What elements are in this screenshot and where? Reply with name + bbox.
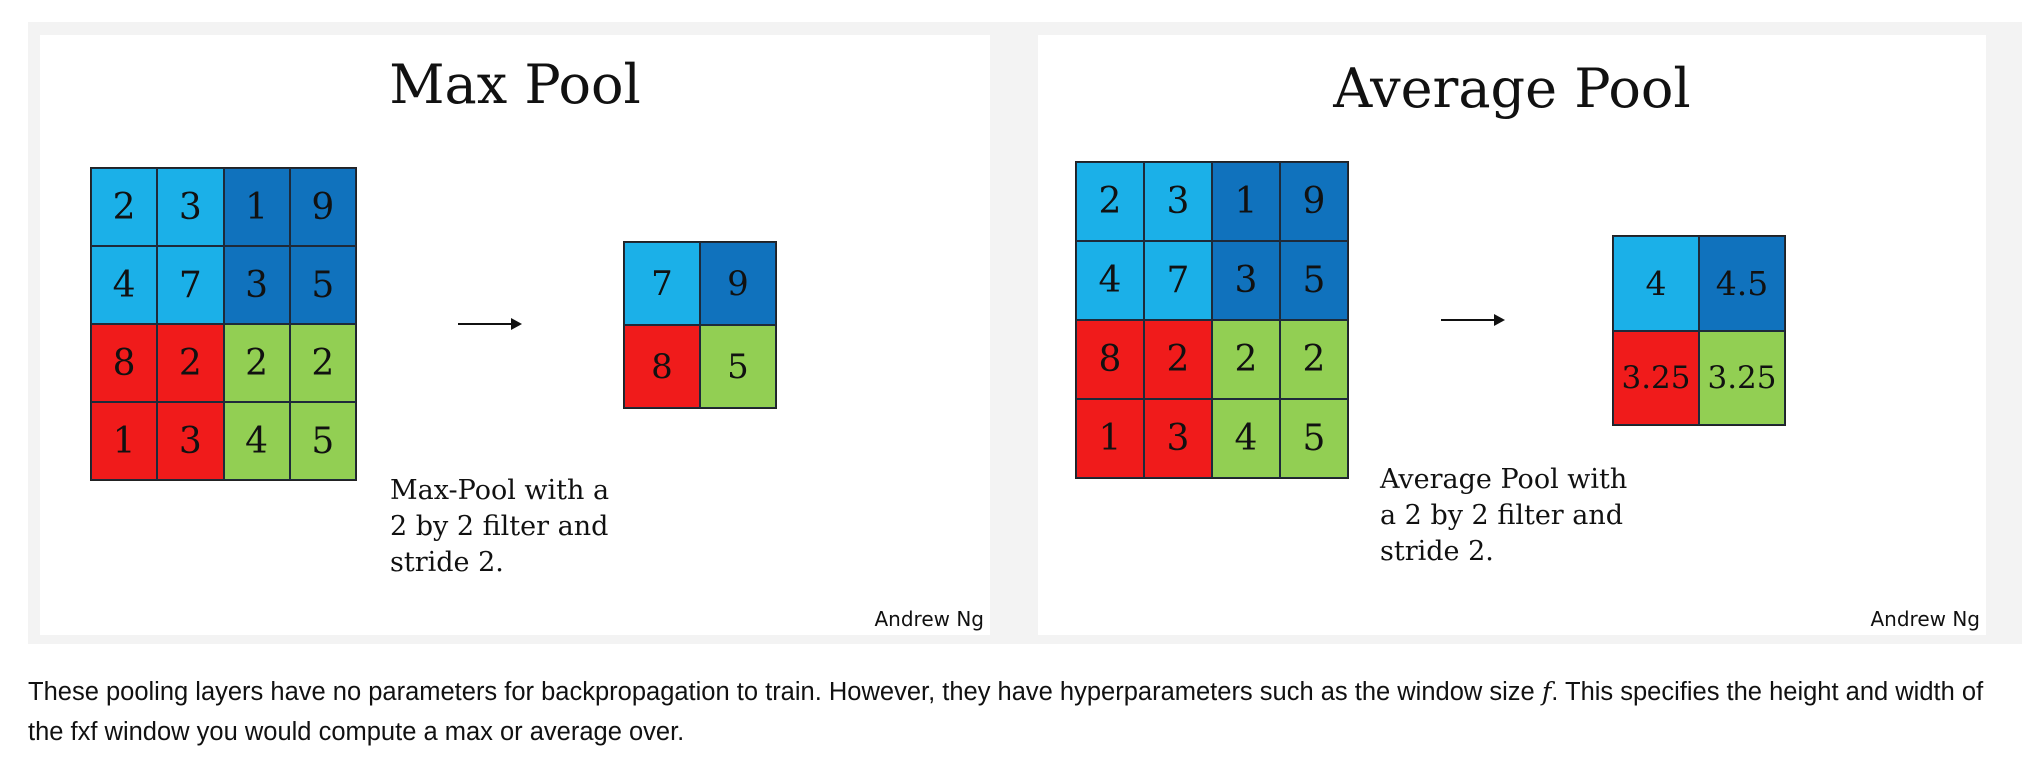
max-pool-input-cell: 1 — [223, 168, 290, 246]
max-pool-output-cell: 5 — [700, 325, 776, 408]
max-pool-input-cell: 2 — [289, 324, 356, 402]
average-pool-input-cell: 2 — [1144, 320, 1212, 399]
max-pool-caption: Max-Pool with a 2 by 2 filter and stride… — [390, 473, 609, 581]
max-pool-input-cell: 3 — [223, 246, 290, 324]
average-pool-input-cell: 2 — [1280, 320, 1348, 399]
average-pool-input-cell: 2 — [1212, 320, 1280, 399]
max-pool-title: Max Pool — [389, 53, 641, 116]
max-pool-input-cell: 3 — [157, 168, 224, 246]
window-size-symbol: f — [1541, 677, 1552, 707]
max-pool-input-cell: 2 — [91, 168, 158, 246]
average-pool-input-cell: 5 — [1280, 399, 1348, 478]
average-pool-input-cell: 7 — [1144, 241, 1212, 320]
max-pool-input-cell: 5 — [289, 246, 356, 324]
average-pool-input-cell: 5 — [1280, 241, 1348, 320]
max-pool-input-cell: 1 — [91, 402, 158, 480]
max-pool-output-cell: 8 — [624, 325, 700, 408]
average-pool-input-cell: 1 — [1076, 399, 1144, 478]
average-pool-output-cell: 4.5 — [1699, 236, 1785, 331]
max-pool-input-cell: 2 — [157, 324, 224, 402]
average-pool-input-cell: 2 — [1076, 162, 1144, 241]
max-pool-input-cell: 5 — [289, 402, 356, 480]
max-pool-arrow — [458, 318, 522, 330]
average-pool-input-cell: 8 — [1076, 320, 1144, 399]
max-pool-credit: Andrew Ng — [874, 607, 984, 631]
max-pool-output-cell: 7 — [624, 242, 700, 325]
max-pool-input-cell: 7 — [157, 246, 224, 324]
average-pool-caption: Average Pool with a 2 by 2 filter and st… — [1380, 462, 1627, 570]
average-pool-input-cell: 3 — [1212, 241, 1280, 320]
average-pool-output-cell: 4 — [1613, 236, 1699, 331]
max-pool-input-cell: 8 — [91, 324, 158, 402]
average-pool-output-cell: 3.25 — [1699, 330, 1785, 425]
caption-line: Max-Pool with a — [390, 475, 610, 506]
max-pool-input-cell: 2 — [223, 324, 290, 402]
average-pool-title: Average Pool — [1333, 57, 1691, 120]
average-pool-input-cell: 3 — [1144, 162, 1212, 241]
max-pool-input-cell: 3 — [157, 402, 224, 480]
caption-line: 2 by 2 filter and — [390, 511, 609, 542]
average-pool-credit: Andrew Ng — [1870, 607, 1980, 631]
description-text-before: These pooling layers have no parameters … — [28, 678, 1542, 706]
average-pool-input-cell: 4 — [1076, 241, 1144, 320]
max-pool-input-cell: 4 — [91, 246, 158, 324]
average-pool-input-cell: 9 — [1280, 162, 1348, 241]
average-pool-output-grid: 4 4.5 3.25 3.25 — [1612, 235, 1786, 426]
caption-line: stride 2. — [390, 547, 504, 578]
average-pool-output-cell: 3.25 — [1613, 330, 1699, 425]
description-text-after: . This specifies the height and width of… — [28, 678, 1984, 746]
max-pool-input-cell: 9 — [289, 168, 356, 246]
caption-line: Average Pool with — [1380, 464, 1628, 495]
average-pool-input-cell: 3 — [1144, 399, 1212, 478]
caption-line: stride 2. — [1380, 536, 1494, 567]
average-pool-input-cell: 1 — [1212, 162, 1280, 241]
average-pool-input-cell: 4 — [1212, 399, 1280, 478]
average-pool-arrow — [1441, 314, 1505, 326]
max-pool-output-cell: 9 — [700, 242, 776, 325]
caption-line: a 2 by 2 filter and — [1380, 500, 1624, 531]
description-paragraph: These pooling layers have no parameters … — [28, 672, 2018, 752]
max-pool-input-cell: 4 — [223, 402, 290, 480]
